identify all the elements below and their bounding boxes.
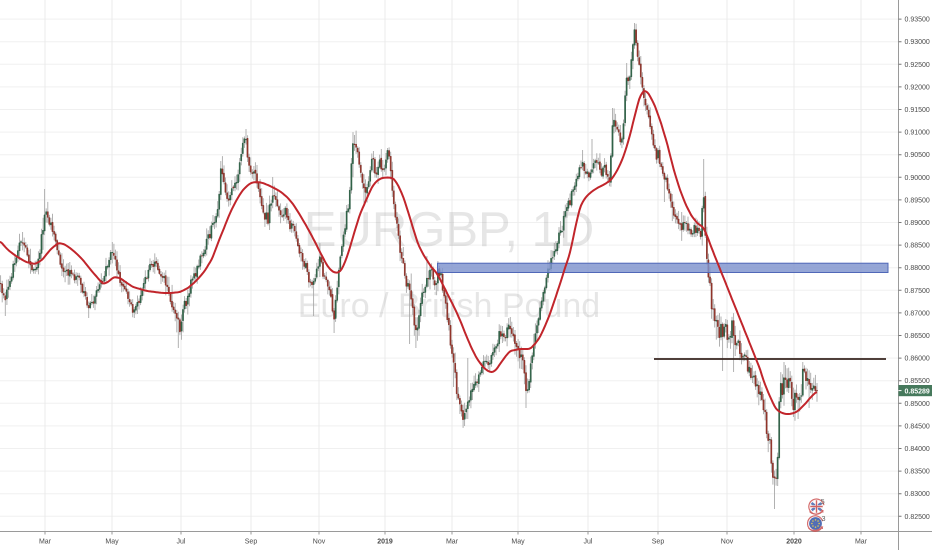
svg-text:0.90000: 0.90000 [905, 175, 930, 182]
svg-text:Sep: Sep [245, 539, 258, 546]
svg-text:May: May [511, 539, 525, 546]
svg-text:May: May [105, 539, 119, 546]
svg-text:0.91500: 0.91500 [905, 107, 930, 114]
svg-text:0.93000: 0.93000 [905, 39, 930, 46]
svg-text:0.85289: 0.85289 [905, 388, 930, 395]
svg-text:0.92500: 0.92500 [905, 62, 930, 69]
svg-text:Nov: Nov [721, 539, 734, 546]
svg-text:0.91000: 0.91000 [905, 130, 930, 137]
svg-text:0.87000: 0.87000 [905, 310, 930, 317]
svg-text:0.90500: 0.90500 [905, 152, 930, 159]
svg-text:3: 3 [822, 516, 826, 523]
svg-text:5: 5 [821, 499, 825, 506]
svg-text:0.89500: 0.89500 [905, 197, 930, 204]
svg-text:0.89000: 0.89000 [905, 220, 930, 227]
svg-text:0.86500: 0.86500 [905, 333, 930, 340]
svg-text:0.83500: 0.83500 [905, 469, 930, 476]
svg-text:0.84500: 0.84500 [905, 423, 930, 430]
svg-text:Sep: Sep [652, 539, 665, 546]
svg-text:0.83000: 0.83000 [905, 491, 930, 498]
svg-text:0.92000: 0.92000 [905, 84, 930, 91]
svg-text:0.88500: 0.88500 [905, 243, 930, 250]
svg-text:Mar: Mar [39, 539, 52, 546]
svg-text:2019: 2019 [377, 539, 393, 546]
svg-text:2020: 2020 [786, 539, 802, 546]
svg-text:0.93500: 0.93500 [905, 17, 930, 24]
svg-text:0.82500: 0.82500 [905, 514, 930, 521]
svg-text:0.85500: 0.85500 [905, 378, 930, 385]
svg-text:Jul: Jul [584, 539, 593, 546]
svg-text:0.87500: 0.87500 [905, 288, 930, 295]
svg-text:0.85000: 0.85000 [905, 401, 930, 408]
svg-text:0.88000: 0.88000 [905, 265, 930, 272]
svg-text:0.86000: 0.86000 [905, 356, 930, 363]
svg-text:Nov: Nov [313, 539, 326, 546]
svg-text:Mar: Mar [855, 539, 868, 546]
svg-text:0.84000: 0.84000 [905, 446, 930, 453]
svg-text:Mar: Mar [446, 539, 459, 546]
svg-text:Jul: Jul [177, 539, 186, 546]
